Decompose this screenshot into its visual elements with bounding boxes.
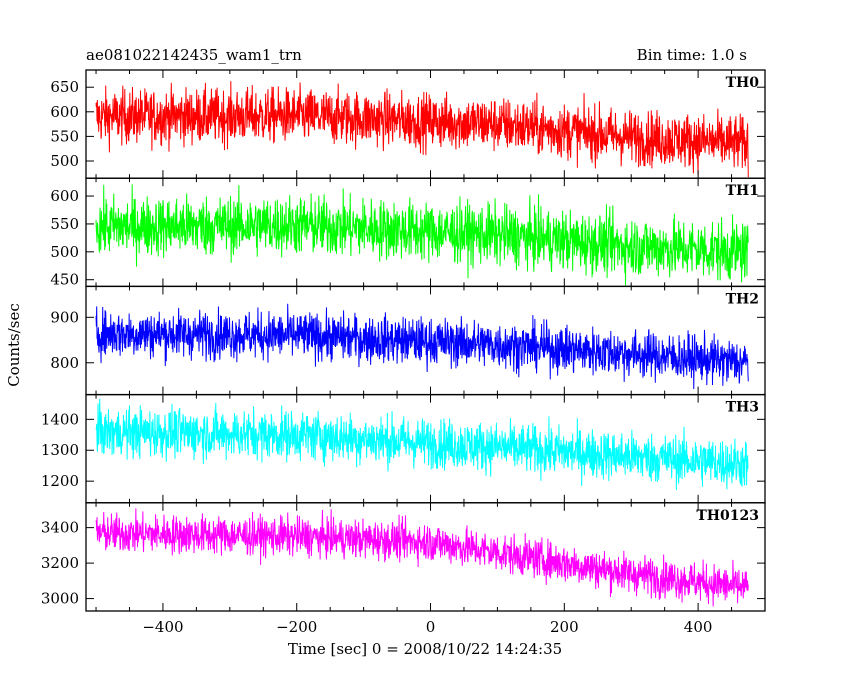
bin-time-label: Bin time: 1.0 s [637, 46, 747, 64]
panel-label-th0123: TH0123 [696, 508, 759, 524]
series-line-th2 [95, 303, 749, 389]
series-line-th3 [95, 398, 749, 490]
y-tick-label: 1300 [41, 441, 79, 459]
panel-th0123: 3000 3200 3400 TH0123 [41, 502, 766, 612]
y-tick-label: 550 [50, 215, 79, 233]
y-tick-label: 600 [50, 103, 79, 121]
panel-th0: 500 550 600 650 TH0 [50, 69, 766, 179]
y-tick-label: 900 [50, 308, 79, 326]
panel-label-th0: TH0 [726, 75, 760, 91]
y-axis-label: Counts/sec [5, 303, 23, 387]
panel-label-th2: TH2 [726, 291, 759, 307]
y-tick-label: 450 [50, 271, 79, 289]
y-tick-label: 3200 [41, 554, 79, 572]
panel-th2: 800 900 TH2 [50, 285, 766, 396]
panels-group: 500 550 600 650 TH0 450 500 550 600 TH1 800 900 TH2 1… [41, 69, 766, 636]
x-tick-label: −400 [142, 618, 183, 636]
x-tick-label: 0 [426, 618, 436, 636]
x-tick-label: −200 [276, 618, 317, 636]
y-tick-label: 3400 [41, 519, 79, 537]
y-tick-label: 500 [50, 243, 79, 261]
panel-label-th1: TH1 [726, 183, 759, 199]
panel-label-th3: TH3 [726, 400, 759, 416]
y-tick-label: 600 [50, 187, 79, 205]
y-tick-label: 550 [50, 127, 79, 145]
panel-th3: 1200 1300 1400 TH3 [41, 393, 766, 504]
panel-frame [85, 502, 766, 612]
y-tick-label: 500 [50, 152, 79, 170]
series-line-th0 [95, 81, 749, 178]
y-tick-label: 800 [50, 354, 79, 372]
y-tick-label: 650 [50, 78, 79, 96]
series-line-th0123 [95, 508, 749, 607]
series-line-th1 [95, 184, 749, 286]
y-tick-label: 3000 [41, 590, 79, 608]
panel-th1: 450 500 550 600 TH1 [50, 177, 766, 289]
chart-title: ae081022142435_wam1_trn [86, 46, 302, 64]
x-axis-label: Time [sec] 0 = 2008/10/22 14:24:35 [288, 640, 562, 658]
x-tick-label: 200 [550, 618, 579, 636]
y-tick-label: 1400 [41, 410, 79, 428]
x-tick-label: 400 [684, 618, 713, 636]
y-tick-label: 1200 [41, 472, 79, 490]
